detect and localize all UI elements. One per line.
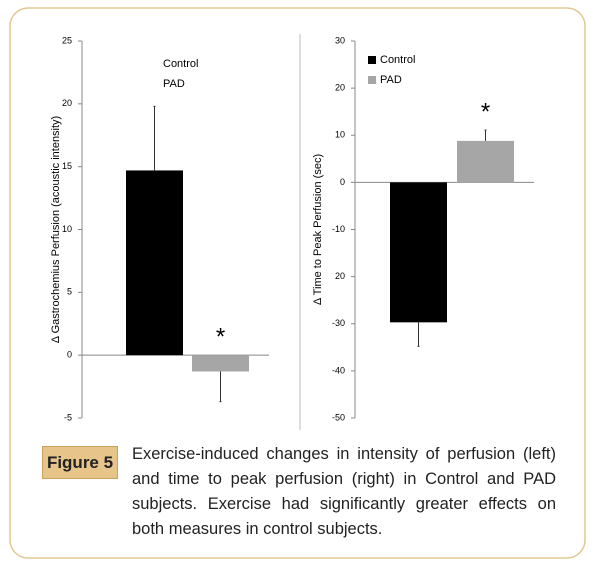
y-tick-label: -50 — [332, 412, 345, 422]
legend-label: Control — [163, 58, 198, 70]
legend-swatch — [368, 76, 376, 84]
y-tick-label: 0 — [340, 177, 345, 187]
y-axis-label: Δ Time to Peak Perfusion (sec) — [312, 154, 324, 305]
bar — [192, 355, 249, 372]
y-axis-label: Δ Gastrochemius Perfusion (acoustic inte… — [50, 116, 62, 343]
y-tick-label: 20 — [335, 271, 345, 281]
caption-text: Exercise-induced changes in intensity of… — [132, 445, 556, 538]
annotation: * — [216, 324, 225, 351]
legend-label: PAD — [163, 78, 185, 90]
bar — [126, 170, 183, 356]
frame — [9, 7, 586, 559]
annotation: * — [481, 98, 490, 125]
legend-swatch — [368, 56, 376, 64]
y-tick-label: 20 — [335, 83, 345, 93]
y-tick-label: 15 — [62, 161, 72, 171]
y-tick-label: -30 — [332, 318, 345, 328]
bar — [390, 182, 447, 323]
legend-label: Control — [380, 54, 415, 66]
y-tick-label: 25 — [62, 35, 72, 45]
y-tick-label: 0 — [67, 350, 72, 360]
bar — [457, 140, 514, 183]
y-tick-label: -5 — [64, 412, 72, 422]
y-tick-label: 5 — [67, 287, 72, 297]
y-tick-label: 30 — [335, 35, 345, 45]
caption-label: Figure 5 — [42, 446, 118, 479]
y-tick-label: -40 — [332, 365, 345, 375]
y-tick-label: 10 — [335, 130, 345, 140]
y-tick-label: 10 — [62, 224, 72, 234]
y-tick-label: 20 — [62, 98, 72, 108]
y-tick-label: -10 — [332, 224, 345, 234]
legend-label: PAD — [380, 74, 402, 86]
